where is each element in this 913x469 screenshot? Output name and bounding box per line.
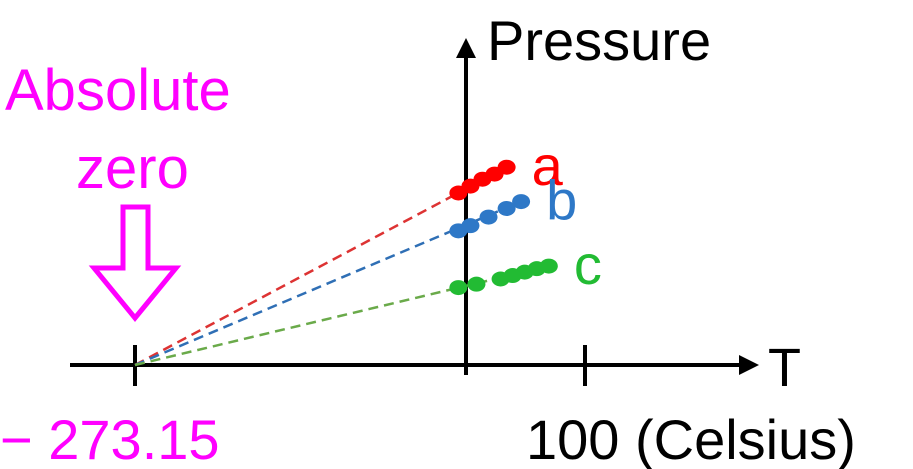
series-b-point (479, 209, 498, 225)
series-b-point (512, 194, 531, 210)
tick-label-100: 100 (Celsius) (526, 408, 856, 469)
series-c-point (539, 258, 558, 274)
series-c-label: c (574, 233, 602, 296)
series-layer: abc (134, 134, 602, 367)
series-a-point (497, 159, 516, 175)
x-axis-label: T (768, 338, 801, 398)
series-b-point (461, 218, 480, 234)
tick-label-absolute-zero: − 273.15 (0, 408, 220, 469)
down-arrow-icon (88, 204, 182, 322)
series-b-line (134, 200, 522, 367)
series-c-point (467, 276, 486, 292)
series-c-line (134, 264, 550, 367)
absolute-label: Absolute (5, 58, 231, 123)
series-c-point (449, 280, 468, 296)
series-a-label: a (532, 134, 564, 197)
y-axis-label: Pressure (487, 9, 711, 72)
zero-label: zero (76, 136, 189, 201)
series-b-label: b (546, 169, 577, 232)
series-b-point (497, 200, 516, 216)
series-a-line (134, 166, 508, 367)
